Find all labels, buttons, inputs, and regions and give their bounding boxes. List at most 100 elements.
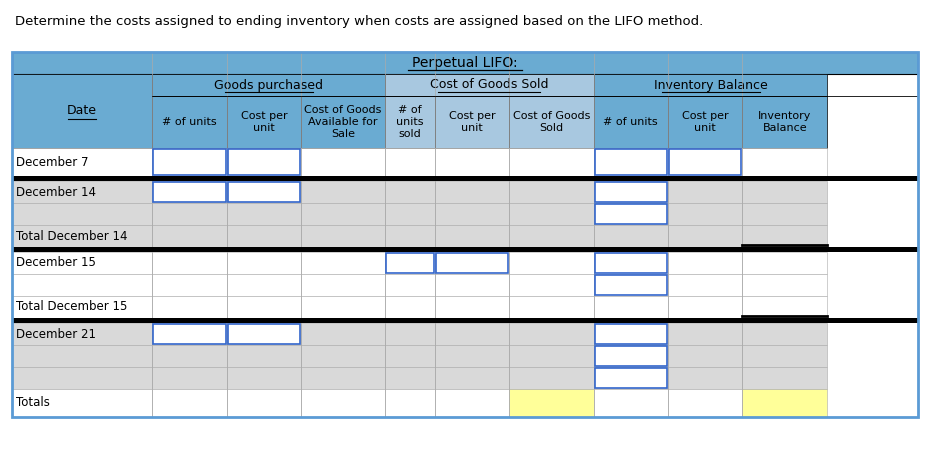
Bar bbox=[742, 296, 828, 318]
Bar bbox=[153, 324, 226, 344]
Bar bbox=[594, 204, 667, 224]
Bar bbox=[594, 182, 667, 202]
Bar bbox=[594, 324, 667, 344]
Bar bbox=[668, 203, 742, 225]
Text: Cost per
unit: Cost per unit bbox=[682, 111, 728, 133]
Text: Cost of Goods Sold: Cost of Goods Sold bbox=[431, 78, 549, 91]
Text: Cost per
unit: Cost per unit bbox=[241, 111, 287, 133]
Bar bbox=[435, 296, 510, 318]
Bar bbox=[594, 275, 667, 295]
Bar bbox=[668, 225, 742, 247]
Bar bbox=[153, 182, 226, 202]
Bar bbox=[742, 274, 828, 296]
Bar bbox=[593, 181, 668, 203]
Bar bbox=[385, 74, 593, 96]
Text: # of units: # of units bbox=[162, 117, 217, 127]
Bar bbox=[742, 252, 828, 274]
Bar bbox=[594, 253, 667, 273]
Bar bbox=[228, 149, 300, 175]
Text: Inventory
Balance: Inventory Balance bbox=[758, 111, 812, 133]
Bar bbox=[742, 367, 828, 389]
Bar bbox=[435, 274, 510, 296]
Bar bbox=[228, 324, 300, 344]
Bar bbox=[594, 368, 667, 388]
Bar bbox=[227, 252, 301, 274]
Bar bbox=[12, 74, 153, 148]
Bar bbox=[510, 181, 593, 203]
Bar bbox=[301, 181, 385, 203]
Bar bbox=[435, 96, 510, 148]
Bar bbox=[742, 96, 828, 148]
Bar bbox=[153, 274, 227, 296]
Bar bbox=[301, 96, 385, 148]
Bar bbox=[435, 148, 510, 176]
Bar bbox=[510, 323, 593, 345]
Bar bbox=[742, 389, 828, 417]
Text: Cost of Goods
Available for
Sale: Cost of Goods Available for Sale bbox=[304, 105, 382, 138]
Bar bbox=[510, 148, 593, 176]
Text: Date: Date bbox=[67, 104, 98, 117]
Bar bbox=[742, 203, 828, 225]
Bar bbox=[594, 346, 667, 366]
Bar bbox=[301, 225, 385, 247]
Text: Cost per
unit: Cost per unit bbox=[449, 111, 496, 133]
Bar bbox=[668, 96, 742, 148]
Bar bbox=[385, 296, 435, 318]
Bar bbox=[510, 252, 593, 274]
Bar bbox=[12, 52, 918, 74]
Bar bbox=[593, 274, 668, 296]
Text: Total December 14: Total December 14 bbox=[16, 229, 127, 242]
Text: Goods purchased: Goods purchased bbox=[214, 78, 324, 91]
Bar bbox=[12, 252, 153, 274]
Bar bbox=[12, 52, 918, 417]
Text: December 21: December 21 bbox=[16, 328, 96, 341]
Bar bbox=[668, 389, 742, 417]
Bar bbox=[12, 176, 918, 181]
Bar bbox=[301, 203, 385, 225]
Text: Determine the costs assigned to ending inventory when costs are assigned based o: Determine the costs assigned to ending i… bbox=[15, 15, 703, 28]
Bar bbox=[385, 389, 435, 417]
Bar bbox=[668, 274, 742, 296]
Bar bbox=[153, 345, 227, 367]
Bar bbox=[436, 253, 509, 273]
Bar bbox=[227, 96, 301, 148]
Bar bbox=[385, 96, 435, 148]
Bar bbox=[227, 296, 301, 318]
Bar bbox=[510, 274, 593, 296]
Bar bbox=[668, 296, 742, 318]
Bar bbox=[12, 181, 153, 203]
Bar bbox=[153, 149, 226, 175]
Bar bbox=[153, 389, 227, 417]
Bar bbox=[153, 74, 385, 96]
Bar bbox=[593, 96, 668, 148]
Text: Totals: Totals bbox=[16, 397, 50, 410]
Bar bbox=[227, 181, 301, 203]
Bar bbox=[12, 203, 153, 225]
Bar bbox=[385, 345, 435, 367]
Text: # of units: # of units bbox=[604, 117, 658, 127]
Bar bbox=[435, 252, 510, 274]
Bar bbox=[153, 296, 227, 318]
Bar bbox=[153, 181, 227, 203]
Text: # of
units
sold: # of units sold bbox=[396, 105, 424, 138]
Bar bbox=[12, 296, 153, 318]
Bar bbox=[593, 252, 668, 274]
Bar bbox=[435, 225, 510, 247]
Bar bbox=[228, 182, 300, 202]
Bar bbox=[227, 274, 301, 296]
Bar bbox=[510, 367, 593, 389]
Bar bbox=[435, 345, 510, 367]
Bar bbox=[668, 148, 742, 176]
Bar bbox=[385, 181, 435, 203]
Bar bbox=[301, 252, 385, 274]
Bar bbox=[153, 203, 227, 225]
Bar bbox=[12, 318, 918, 323]
Bar bbox=[12, 247, 918, 252]
Text: December 7: December 7 bbox=[16, 156, 88, 169]
Bar bbox=[12, 323, 153, 345]
Bar bbox=[510, 345, 593, 367]
Bar bbox=[12, 225, 153, 247]
Bar bbox=[153, 252, 227, 274]
Text: Inventory Balance: Inventory Balance bbox=[654, 78, 767, 91]
Bar bbox=[510, 389, 593, 417]
